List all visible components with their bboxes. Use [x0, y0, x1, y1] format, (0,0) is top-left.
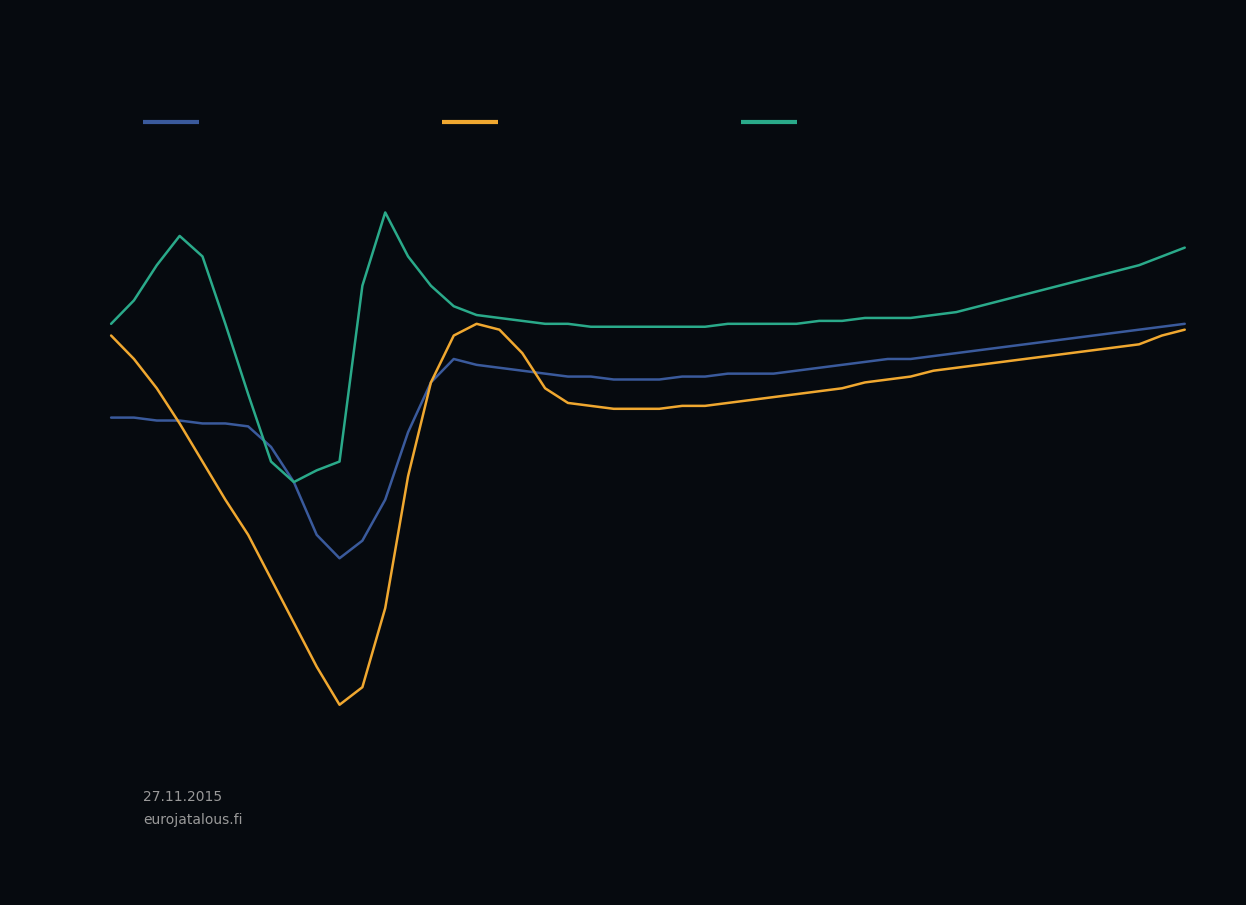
Text: 27.11.2015: 27.11.2015 — [143, 790, 223, 804]
Text: eurojatalous.fi: eurojatalous.fi — [143, 813, 243, 826]
